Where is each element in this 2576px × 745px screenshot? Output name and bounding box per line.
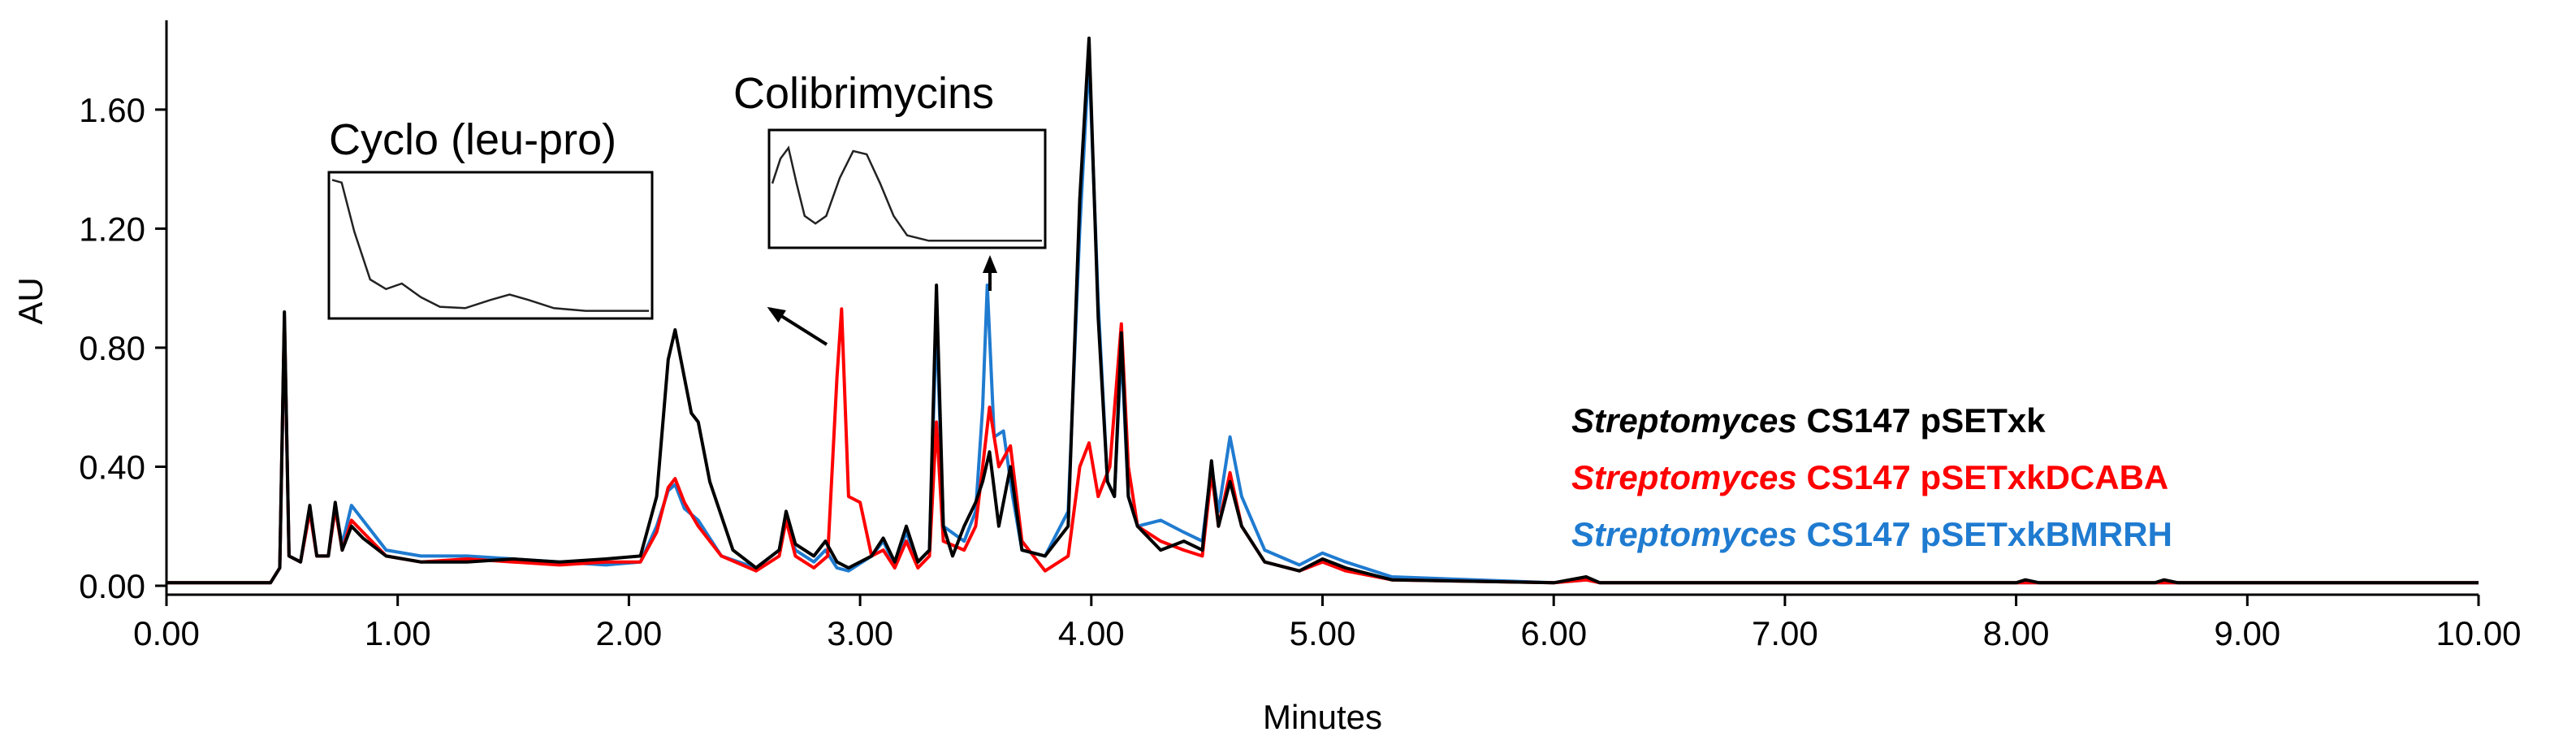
annotation-arrow-1	[767, 306, 828, 346]
legend-strain: CS147 pSETxkDCABA	[1797, 458, 2168, 496]
inset-box-1	[327, 171, 654, 320]
legend-strain: CS147 pSETxk	[1797, 401, 2046, 440]
inset-spectrum-2	[771, 145, 1042, 242]
legend-genus: Streptomyces	[1571, 401, 1797, 440]
inset-title-1: Cyclo (leu-pro)	[329, 115, 616, 164]
inset-box-2	[767, 128, 1047, 249]
legend-genus: Streptomyces	[1571, 515, 1797, 553]
x-tick-label: 6.00	[1520, 614, 1587, 652]
y-tick-label: 0.40	[79, 448, 145, 486]
x-axis-title: Minutes	[1263, 698, 1382, 736]
legend-genus: Streptomyces	[1571, 458, 1797, 496]
series-line-1	[166, 37, 2479, 585]
inset-spectrum-1	[331, 179, 649, 312]
y-tick-label: 0.00	[79, 567, 145, 605]
y-tick-label: 1.20	[79, 210, 145, 248]
x-tick-label: 3.00	[827, 614, 893, 652]
legend-entry-1: Streptomyces CS147 pSETxk	[1571, 401, 2046, 440]
inset-title-2: Colibrimycins	[733, 69, 994, 118]
x-tick-label: 0.00	[133, 614, 200, 652]
x-tick-label: 9.00	[2214, 614, 2280, 652]
x-tick-label: 10.00	[2436, 614, 2521, 652]
legend-strain: CS147 pSETxkBMRRH	[1797, 515, 2172, 553]
y-tick-label: 0.80	[79, 329, 145, 367]
x-tick-label: 7.00	[1752, 614, 1818, 652]
y-axis-title: AU	[11, 277, 50, 324]
y-tick-label: 1.60	[79, 91, 145, 129]
x-tick-label: 5.00	[1290, 614, 1356, 652]
legend-entry-3: Streptomyces CS147 pSETxkBMRRH	[1571, 515, 2172, 553]
x-tick-label: 8.00	[1983, 614, 2050, 652]
legend-entry-2: Streptomyces CS147 pSETxkDCABA	[1571, 458, 2168, 496]
plot-area: 0.00 1.00 2.00 3.00 4.00 5.00 6.00 7.00 8.00 9.00…	[11, 20, 2522, 736]
x-tick-label: 1.00	[365, 614, 431, 652]
x-tick-label: 4.00	[1058, 614, 1125, 652]
x-tick-label: 2.00	[596, 614, 663, 652]
